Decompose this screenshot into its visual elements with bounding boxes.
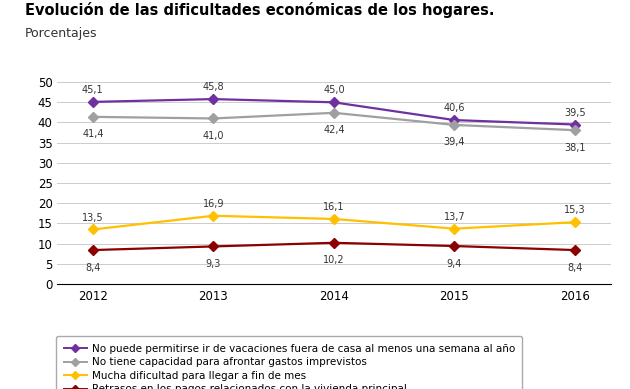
Retrasos en los pagos relacionados con la vivienda principal	[330, 240, 338, 245]
No tiene capacidad para afrontar gastos imprevistos	[450, 123, 458, 127]
Mucha dificultad para llegar a fin de mes	[450, 226, 458, 231]
Text: 45,1: 45,1	[82, 85, 104, 95]
Text: 16,1: 16,1	[323, 202, 345, 212]
Text: 45,0: 45,0	[323, 85, 345, 95]
Text: Porcentajes: Porcentajes	[25, 27, 98, 40]
Line: Mucha dificultad para llegar a fin de mes: Mucha dificultad para llegar a fin de me…	[89, 212, 578, 233]
Text: 41,0: 41,0	[203, 131, 224, 141]
No puede permitirse ir de vacaciones fuera de casa al menos una semana al año	[330, 100, 338, 105]
Line: No puede permitirse ir de vacaciones fuera de casa al menos una semana al año: No puede permitirse ir de vacaciones fue…	[89, 96, 578, 128]
Text: 41,4: 41,4	[82, 130, 103, 139]
Retrasos en los pagos relacionados con la vivienda principal	[210, 244, 217, 249]
Line: Retrasos en los pagos relacionados con la vivienda principal: Retrasos en los pagos relacionados con l…	[89, 239, 578, 254]
Text: 13,7: 13,7	[444, 212, 465, 222]
Retrasos en los pagos relacionados con la vivienda principal	[450, 244, 458, 248]
Mucha dificultad para llegar a fin de mes	[330, 217, 338, 221]
Mucha dificultad para llegar a fin de mes	[571, 220, 579, 224]
No puede permitirse ir de vacaciones fuera de casa al menos una semana al año	[571, 122, 579, 127]
Text: 45,8: 45,8	[203, 82, 224, 92]
Text: 10,2: 10,2	[323, 255, 345, 265]
Text: 40,6: 40,6	[444, 103, 465, 113]
No tiene capacidad para afrontar gastos imprevistos	[571, 128, 579, 133]
Text: 9,3: 9,3	[205, 259, 221, 269]
Line: No tiene capacidad para afrontar gastos imprevistos: No tiene capacidad para afrontar gastos …	[89, 109, 578, 134]
Text: 39,4: 39,4	[444, 137, 465, 147]
Text: 15,3: 15,3	[564, 205, 586, 215]
Text: 9,4: 9,4	[447, 259, 462, 268]
No tiene capacidad para afrontar gastos imprevistos	[89, 114, 96, 119]
Text: 13,5: 13,5	[82, 212, 104, 223]
Legend: No puede permitirse ir de vacaciones fuera de casa al menos una semana al año, N: No puede permitirse ir de vacaciones fue…	[56, 336, 522, 389]
Retrasos en los pagos relacionados con la vivienda principal	[89, 248, 96, 252]
Mucha dificultad para llegar a fin de mes	[89, 227, 96, 232]
No puede permitirse ir de vacaciones fuera de casa al menos una semana al año	[210, 97, 217, 102]
Text: 16,9: 16,9	[203, 199, 224, 209]
No tiene capacidad para afrontar gastos imprevistos	[330, 110, 338, 115]
Retrasos en los pagos relacionados con la vivienda principal	[571, 248, 579, 252]
Mucha dificultad para llegar a fin de mes	[210, 214, 217, 218]
Text: 8,4: 8,4	[567, 263, 583, 273]
Text: 38,1: 38,1	[564, 143, 586, 152]
Text: 42,4: 42,4	[323, 125, 345, 135]
No puede permitirse ir de vacaciones fuera de casa al menos una semana al año	[450, 118, 458, 123]
Text: 39,5: 39,5	[564, 108, 586, 117]
Text: Evolución de las dificultades económicas de los hogares.: Evolución de las dificultades económicas…	[25, 2, 495, 18]
No puede permitirse ir de vacaciones fuera de casa al menos una semana al año	[89, 100, 96, 104]
Text: 8,4: 8,4	[85, 263, 101, 273]
No tiene capacidad para afrontar gastos imprevistos	[210, 116, 217, 121]
